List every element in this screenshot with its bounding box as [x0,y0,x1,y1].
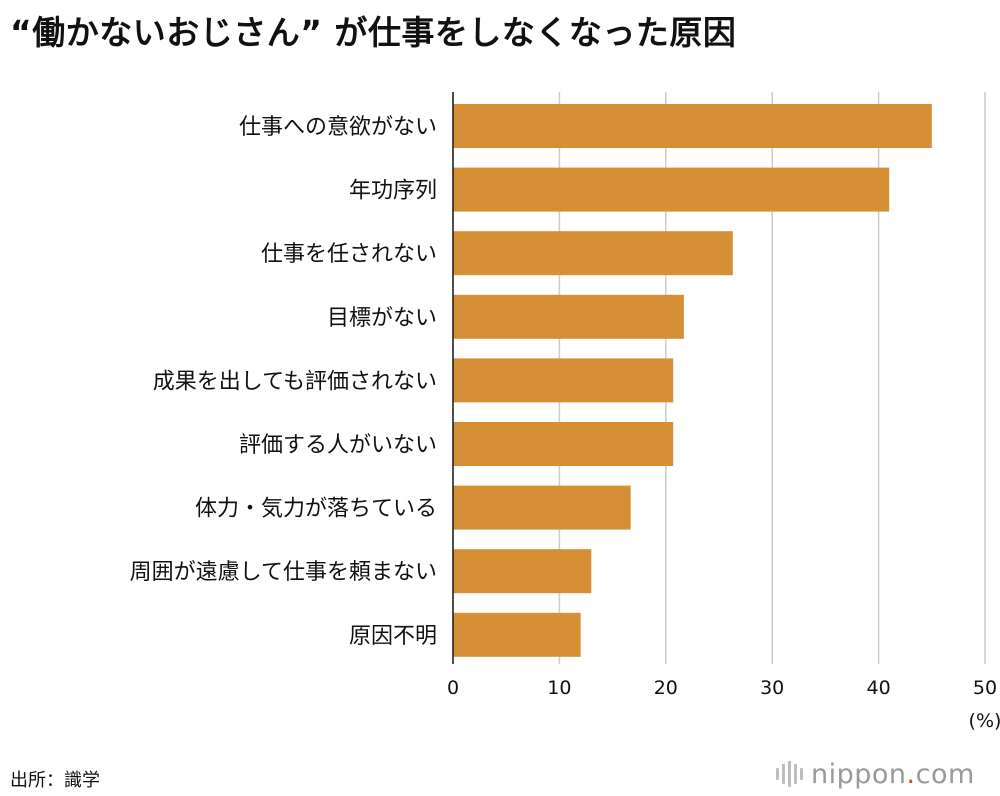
category-label-7: 周囲が遠慮して仕事を頼まない [130,560,437,585]
bar-4 [453,358,674,403]
logo-dot: . [906,758,916,790]
bar-7 [453,549,592,594]
bar-0 [453,104,932,148]
tick-label-30: 30 [760,677,784,699]
category-label-1: 年功序列 [349,179,437,204]
bar-2 [453,231,733,276]
tick-label-40: 40 [867,677,891,699]
category-label-0: 仕事への意欲がない [239,115,437,140]
bar-8 [453,612,581,657]
bar-1 [453,167,890,212]
category-label-6: 体力・気力が落ちている [195,497,437,522]
logo-tld: com [915,758,975,790]
chart-title: “働かないおじさん” が仕事をしなくなった原因 [10,13,737,52]
category-label-5: 評価する人がいない [239,433,437,458]
tick-label-20: 20 [654,677,678,699]
source-note: 出所：識学 [10,770,100,791]
tick-label-50: 50 [973,677,997,699]
bar-6 [453,485,631,530]
tick-label-0: 0 [447,677,459,699]
tick-label-10: 10 [547,677,571,699]
bar-5 [453,422,674,466]
category-label-4: 成果を出しても評価されない [153,369,437,394]
logo-bars-icon [776,761,803,787]
logo-name: nippon [811,758,907,790]
bar-3 [453,294,684,339]
category-label-3: 目標がない [327,306,437,331]
category-label-8: 原因不明 [349,624,437,649]
category-label-2: 仕事を任されない [261,242,437,267]
nippon-logo: nippon.com [776,754,975,794]
logo-text: nippon.com [811,759,975,790]
x-axis-unit: (%) [969,710,1000,732]
